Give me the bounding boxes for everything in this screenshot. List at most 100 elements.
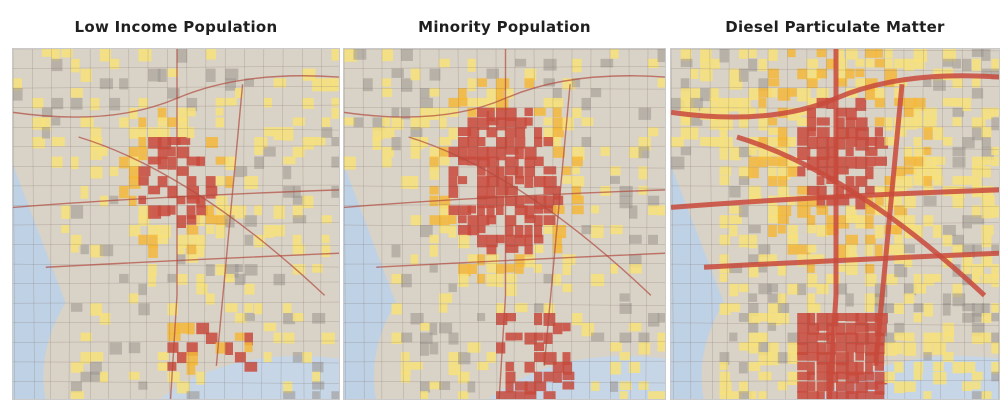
census-tract	[51, 97, 64, 110]
census-tract	[391, 117, 404, 130]
census-tract	[477, 225, 486, 234]
census-tract	[138, 166, 151, 177]
census-tract	[797, 166, 806, 177]
census-tract	[283, 156, 296, 165]
census-tract	[787, 244, 798, 255]
census-tract	[177, 117, 189, 129]
census-tract	[401, 273, 412, 288]
census-tract	[874, 97, 885, 108]
census-tract	[401, 361, 411, 375]
census-tract	[836, 264, 846, 272]
census-tract	[99, 78, 113, 90]
census-tract	[738, 146, 752, 158]
census-tract	[913, 49, 928, 62]
census-tract	[991, 361, 999, 375]
census-tract	[534, 264, 542, 273]
census-tract	[836, 313, 847, 321]
census-tract	[410, 361, 423, 370]
census-tract	[581, 137, 592, 147]
census-tract	[321, 244, 331, 258]
census-tract	[505, 166, 519, 176]
census-tract	[787, 332, 800, 345]
census-tract	[797, 185, 810, 195]
census-tract	[505, 156, 519, 168]
census-tract	[505, 117, 517, 128]
panel-title-diesel: Diesel Particulate Matter	[725, 18, 945, 36]
census-tract	[826, 215, 835, 229]
census-tract	[826, 137, 838, 148]
census-tract	[845, 127, 859, 139]
census-tract	[177, 146, 190, 159]
census-tract	[657, 391, 665, 399]
census-tract	[836, 127, 850, 140]
census-tract	[553, 107, 562, 117]
census-tract	[845, 332, 859, 345]
census-tract	[205, 137, 218, 148]
census-tract	[177, 244, 185, 255]
census-tract	[553, 234, 562, 248]
census-tract	[196, 244, 205, 258]
census-tract	[331, 137, 339, 146]
census-tract	[719, 127, 728, 138]
census-tract	[138, 49, 152, 62]
census-tract	[787, 156, 799, 169]
census-tract	[467, 264, 478, 274]
census-tract	[894, 185, 907, 196]
census-tract	[777, 303, 790, 314]
census-tract	[738, 313, 752, 322]
census-tract	[70, 391, 84, 399]
census-tract	[429, 68, 441, 81]
census-tract	[553, 273, 562, 286]
census-tract	[505, 88, 514, 99]
census-tract	[572, 313, 583, 326]
census-tract	[543, 176, 557, 188]
census-tract	[845, 146, 854, 157]
census-tract	[600, 146, 610, 156]
census-tract	[90, 352, 104, 362]
census-tract	[610, 49, 619, 59]
census-tract	[429, 244, 438, 257]
census-tract	[439, 156, 450, 166]
census-tract	[128, 371, 140, 380]
census-tract	[234, 332, 246, 341]
census-tract	[768, 225, 777, 237]
census-tract	[515, 234, 526, 247]
census-tract	[806, 381, 816, 392]
census-tract	[283, 313, 296, 325]
census-tract	[458, 215, 467, 224]
census-tract	[768, 78, 780, 87]
census-tract	[777, 176, 788, 188]
census-tract	[429, 107, 440, 120]
census-tract	[719, 371, 731, 383]
census-tract	[680, 58, 693, 68]
census-tract	[420, 225, 433, 238]
census-tract	[524, 195, 537, 204]
census-tract	[505, 244, 519, 253]
census-tract	[80, 117, 94, 128]
census-tract	[51, 156, 63, 168]
census-tract	[768, 283, 779, 293]
census-tract	[865, 361, 873, 375]
census-tract	[505, 127, 517, 138]
census-tract	[671, 137, 684, 148]
census-tract	[13, 78, 22, 91]
census-tract	[719, 391, 730, 399]
census-tract	[971, 264, 984, 276]
census-tract	[244, 176, 258, 190]
census-tract	[777, 313, 790, 325]
census-tract	[619, 391, 628, 399]
tract-line	[280, 49, 284, 399]
census-tract	[534, 137, 543, 148]
census-tract	[448, 352, 462, 362]
census-tract	[962, 215, 972, 229]
census-tract	[61, 205, 71, 219]
census-tract	[845, 107, 857, 120]
census-tract	[186, 156, 200, 166]
census-tract	[923, 332, 935, 344]
census-tract	[758, 352, 772, 366]
census-tract	[709, 117, 722, 130]
census-tract	[591, 381, 600, 391]
census-tract	[80, 68, 92, 82]
census-tract	[148, 127, 161, 138]
census-tract	[331, 78, 339, 92]
